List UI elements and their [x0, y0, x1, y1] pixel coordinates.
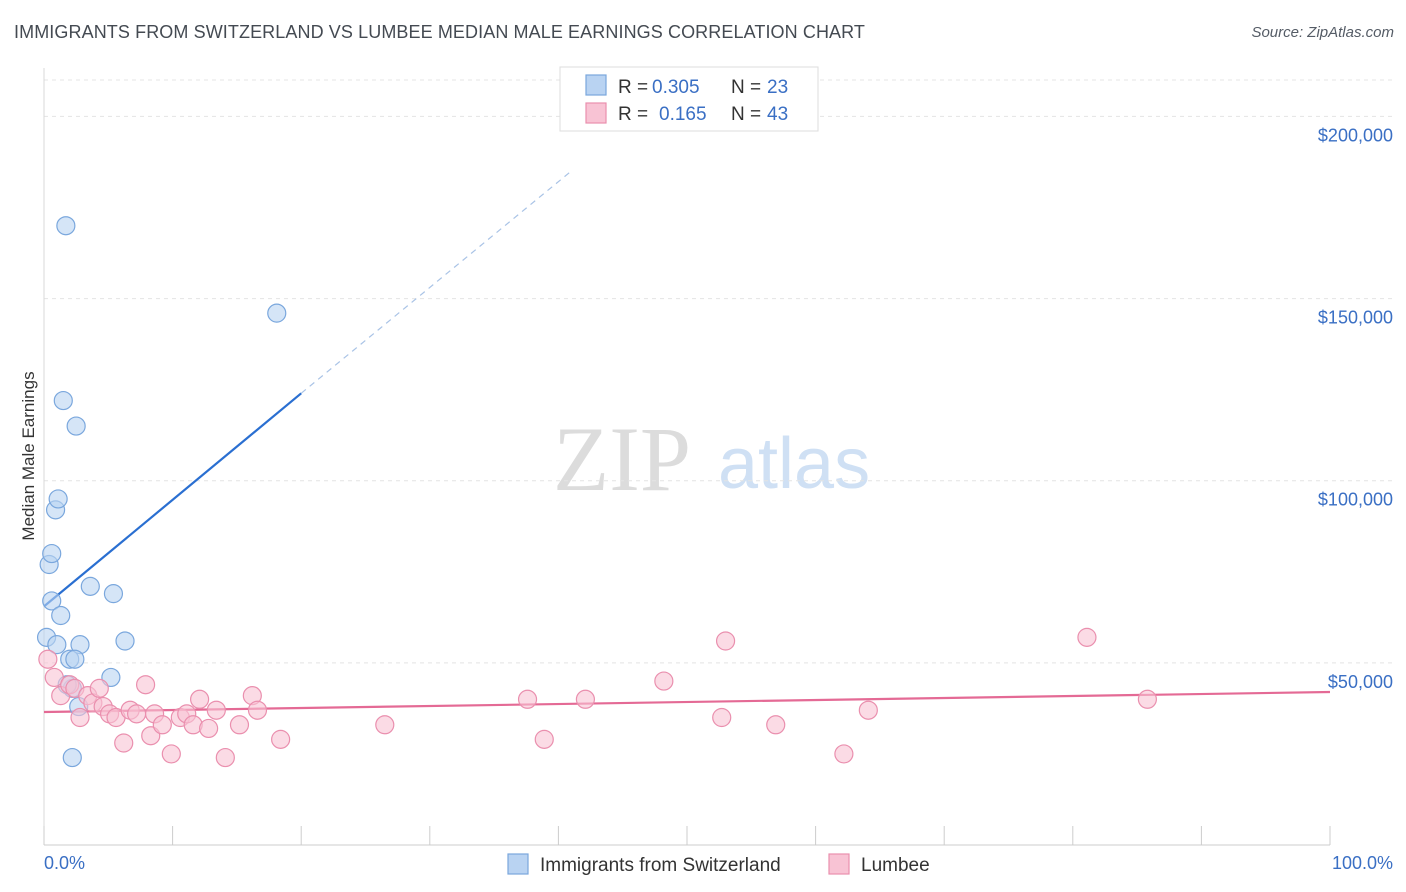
lumbee-point-33 — [534, 729, 554, 749]
stats-legend-lumbee-n: 43 — [767, 104, 788, 125]
lumbee-point-24 — [199, 718, 219, 739]
swiss-point-3 — [42, 591, 62, 611]
lumbee-point-39 — [834, 744, 854, 764]
lumbee-point-23 — [190, 689, 210, 709]
data-points — [36, 216, 1157, 768]
swiss-point-2 — [42, 543, 62, 564]
stats-legend-swiss-n-label: N = — [731, 77, 761, 98]
y-tick-label-0: $50,000 — [1328, 672, 1393, 692]
lumbee-point-38 — [766, 715, 786, 735]
lumbee-point-32 — [517, 689, 538, 709]
y-tick-label-1: $100,000 — [1318, 490, 1393, 510]
lumbee-point-12 — [114, 733, 134, 753]
tick-labels: $50,000 $100,000 $150,000 $200,000 0.0% 100.0… — [44, 125, 1393, 873]
source-label: Source: ZipAtlas.com — [1251, 24, 1394, 41]
watermark-zip: ZIP — [553, 408, 691, 510]
lumbee-point-37 — [715, 631, 736, 651]
lumbee-point-8 — [89, 678, 109, 698]
lumbee-point-25 — [206, 700, 226, 720]
lumbee-point-35 — [654, 671, 674, 691]
swiss-point-12 — [66, 416, 86, 436]
lumbee-point-26 — [215, 747, 235, 768]
lumbee-point-31 — [375, 715, 395, 735]
stats-legend-lumbee-n-label: N = — [731, 104, 761, 125]
stats-legend-lumbee-r-label: R = — [618, 104, 648, 125]
x-tick-label-end: 100.0% — [1332, 853, 1393, 873]
stats-legend-swiss-swatch — [585, 74, 607, 96]
stats-legend-swiss-r-label: R = — [618, 77, 648, 98]
series-legend: Immigrants from Switzerland Lumbee — [507, 853, 930, 876]
lumbee-point-0 — [38, 649, 58, 669]
lumbee-point-19 — [161, 744, 181, 764]
series-legend-swiss-swatch — [507, 853, 529, 875]
swiss-point-20 — [115, 631, 135, 651]
stats-legend-lumbee-swatch — [585, 102, 607, 124]
series-legend-lumbee-label: Lumbee — [861, 855, 930, 876]
swiss-point-16 — [62, 747, 82, 768]
stats-legend-swiss-n: 23 — [767, 77, 788, 98]
y-tick-label-2: $150,000 — [1318, 308, 1393, 328]
swiss-point-8 — [56, 216, 76, 236]
swiss-point-18 — [103, 584, 124, 604]
swiss-point-7 — [53, 390, 73, 411]
swiss-point-9 — [47, 635, 67, 655]
swiss-point-17 — [80, 576, 100, 596]
chart-title: IMMIGRANTS FROM SWITZERLAND VS LUMBEE ME… — [14, 22, 866, 42]
swiss-point-6 — [51, 605, 71, 626]
lumbee-point-18 — [152, 715, 172, 735]
axes — [43, 68, 1331, 846]
x-tick-label-start: 0.0% — [44, 853, 85, 873]
series-legend-swiss-label: Immigrants from Switzerland — [540, 855, 781, 876]
stats-legend: R = 0.305 N = 23 R = 0.165 N = 43 — [559, 66, 819, 132]
swiss-trend-line — [43, 392, 302, 608]
lumbee-point-5 — [70, 707, 90, 728]
stats-legend-lumbee-r: 0.165 — [659, 104, 707, 125]
swiss-trend-extension — [300, 170, 572, 394]
lumbee-point-1 — [44, 667, 64, 688]
stats-legend-swiss-r: 0.305 — [652, 77, 700, 98]
lumbee-point-30 — [271, 729, 291, 749]
lumbee-trend-line — [43, 690, 1331, 714]
series-legend-lumbee-swatch — [828, 853, 850, 875]
y-axis-title: Median Male Earnings — [19, 371, 38, 540]
lumbee-point-27 — [229, 715, 250, 735]
lumbee-point-42 — [1137, 689, 1157, 709]
y-tick-label-3: $200,000 — [1318, 125, 1393, 145]
watermark-atlas: atlas — [718, 424, 870, 504]
swiss-point-5 — [48, 489, 68, 509]
lumbee-point-34 — [575, 689, 596, 709]
swiss-point-22 — [65, 649, 85, 669]
lumbee-point-36 — [712, 707, 732, 728]
lumbee-point-40 — [858, 700, 878, 720]
swiss-point-21 — [267, 303, 287, 323]
lumbee-point-29 — [247, 700, 268, 720]
lumbee-point-14 — [126, 704, 147, 724]
gridlines — [44, 79, 1394, 664]
lumbee-point-41 — [1077, 627, 1097, 647]
lumbee-point-15 — [135, 675, 156, 695]
